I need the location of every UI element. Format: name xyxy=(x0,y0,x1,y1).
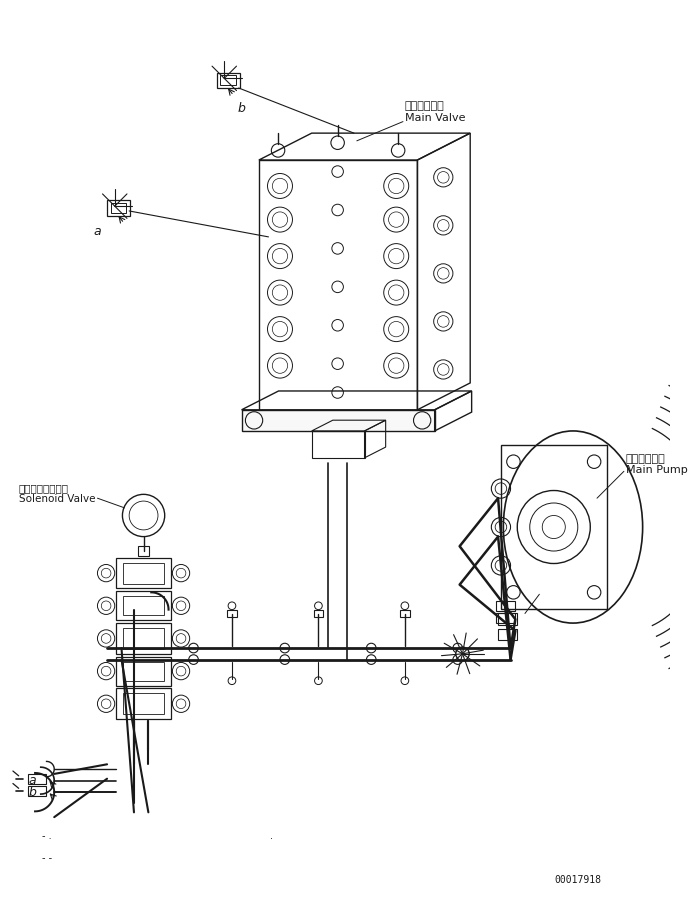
Polygon shape xyxy=(242,410,435,431)
Bar xyxy=(216,73,239,88)
Bar xyxy=(312,431,365,458)
Bar xyxy=(314,609,323,617)
Circle shape xyxy=(456,647,469,660)
Text: Main Valve: Main Valve xyxy=(405,113,466,123)
Text: b: b xyxy=(29,786,36,799)
Text: 00017918: 00017918 xyxy=(555,874,602,884)
Bar xyxy=(116,623,171,654)
Bar xyxy=(123,662,164,681)
Text: a: a xyxy=(29,774,36,786)
Bar xyxy=(498,614,517,625)
Bar xyxy=(227,609,237,617)
Bar xyxy=(107,201,130,216)
Text: - .: - . xyxy=(42,831,52,841)
Bar xyxy=(116,656,171,686)
Bar xyxy=(123,628,164,649)
Bar xyxy=(123,563,164,584)
Text: Solenoid Valve: Solenoid Valve xyxy=(19,494,95,504)
Bar xyxy=(498,629,517,640)
Text: - -: - - xyxy=(42,854,52,864)
Text: .: . xyxy=(270,831,274,841)
Text: b: b xyxy=(237,102,246,115)
Bar xyxy=(29,786,45,796)
Bar xyxy=(138,547,150,556)
Bar xyxy=(123,693,164,715)
Text: ソレノイドバルブ: ソレノイドバルブ xyxy=(19,483,69,493)
Bar xyxy=(400,609,410,617)
Bar xyxy=(29,774,45,784)
Bar xyxy=(116,688,171,719)
Bar xyxy=(496,614,515,623)
Bar xyxy=(221,75,236,85)
Bar xyxy=(496,601,515,610)
Bar xyxy=(116,591,171,620)
Text: メインバルブ: メインバルブ xyxy=(405,101,445,111)
Text: a: a xyxy=(94,225,102,238)
Text: メインポンプ: メインポンプ xyxy=(626,454,665,464)
Bar xyxy=(123,597,164,616)
Text: Main Pump: Main Pump xyxy=(626,465,688,475)
Bar xyxy=(111,203,126,212)
Bar xyxy=(116,558,171,588)
